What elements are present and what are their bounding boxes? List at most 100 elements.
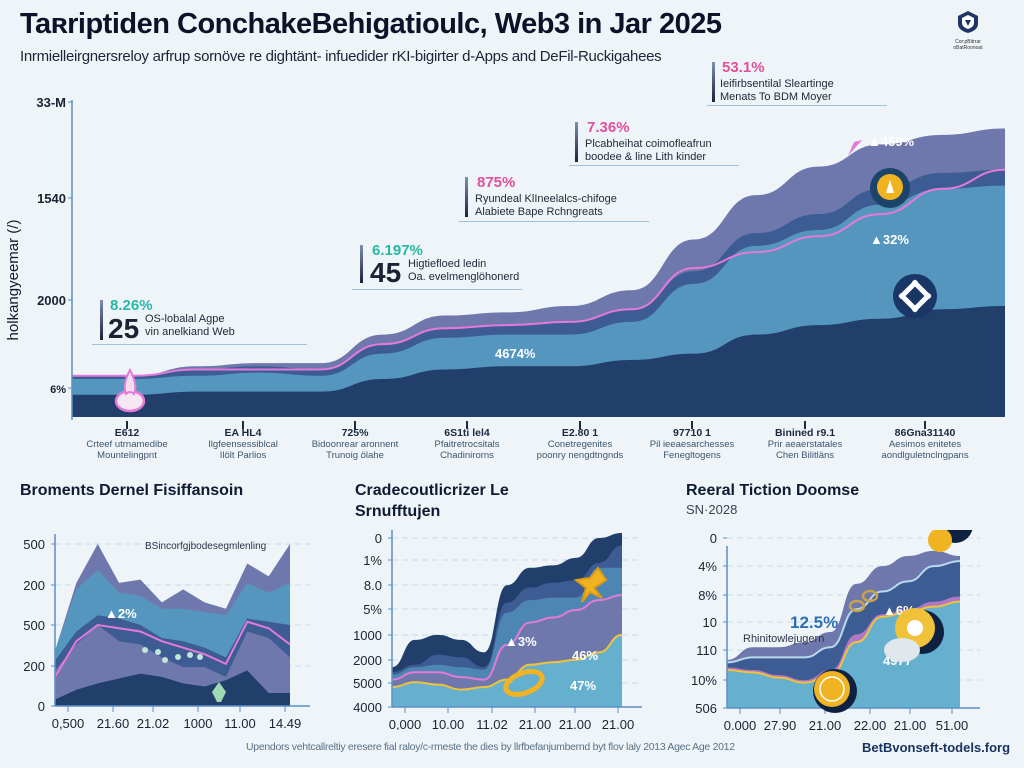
main-x-label: 725% Bidoonrear aronnent Trunoig ölahe xyxy=(311,427,399,462)
callout-4-line1: Plcabheihat coimofleafrun xyxy=(585,138,712,150)
sparkle-dot-icon xyxy=(175,654,181,660)
wallet-badge-icon xyxy=(928,530,973,552)
cloud-icon xyxy=(884,638,920,662)
annotation-main-1: 4674% xyxy=(495,346,536,361)
callout-2-pct: 6.197% xyxy=(372,242,423,259)
x-tick-label: 0,000 xyxy=(724,718,757,730)
main-x-tick xyxy=(924,421,926,429)
x-tick-label: 14.49 xyxy=(269,716,302,730)
main-x-tick xyxy=(579,421,581,429)
callout-4: 7.36% Plcabheihat coimofleafrun boodee & … xyxy=(569,120,750,166)
y-tick-label: 110 xyxy=(696,643,717,658)
callout-2-line1: Higtiefloed ledin xyxy=(408,258,487,270)
sub2-annotation-1: ▲3% xyxy=(505,634,537,649)
main-x-tick xyxy=(242,421,244,429)
y-tick-label: 5% xyxy=(363,602,382,617)
x-tick-label: 1000 xyxy=(184,716,213,730)
main-x-tick xyxy=(804,421,806,429)
trend-arrow-icon xyxy=(848,140,862,156)
callout-5: 53.1% Ieifirbsentilal Sleartinge Menats T… xyxy=(707,59,887,106)
gold-star-icon xyxy=(573,566,608,603)
main-x-label: 86Gna31140 Aesimos enitetes aondlguletncln… xyxy=(881,427,969,462)
sub2-annotation-3: 47% xyxy=(570,678,596,693)
callout-1: 8.26% 25 OS-lobalal Agpe vin anelkiand We… xyxy=(92,297,315,345)
y-tick-label: 500 xyxy=(23,537,45,552)
x-tick-label: 11.00 xyxy=(224,716,256,730)
subchart-3-subtitle: SN·2028 xyxy=(686,502,738,517)
callout-4-line2: boodee & line Lith kinder xyxy=(585,151,707,163)
sub1-legend-note: BSincorfgjbodesegmlenling xyxy=(145,541,266,552)
main-x-label: E612 Crteef utrnamedibe Mountelingpnt xyxy=(86,427,168,462)
sparkle-dot-icon xyxy=(155,649,161,655)
x-tick-label: 21.00 xyxy=(559,717,592,730)
page-subtitle: Inrmielleirgnersreloy arfrup sornöve re … xyxy=(20,48,662,65)
main-trend-line xyxy=(72,168,1006,377)
y-tick-label: 506 xyxy=(695,701,717,716)
y-tick-label: 4000 xyxy=(353,700,382,715)
y-tick-label: 5000 xyxy=(353,676,382,691)
x-tick-label: 51.00 xyxy=(936,718,969,730)
callout-2: 6.197% 45 Higtiefloed ledin Oa. evelmengl… xyxy=(352,242,525,290)
annotation-main-3: ▲32% xyxy=(870,232,909,247)
subchart-1: 0 200 500 200 500 0,500 21.60 21.02 1000 11.00 14.… xyxy=(23,534,310,730)
y-tick-label: 1000 xyxy=(353,628,382,643)
main-y-axis-label: holkangyeemar (/) xyxy=(5,220,22,341)
main-x-label: 97710 1 Pil ieeaesarchesses Fenegltogens xyxy=(649,427,735,462)
x-tick-label: 21.00 xyxy=(519,717,552,730)
y-tick-label: 0 xyxy=(710,531,717,546)
main-x-label: EA HL4 Ilgfeensessiblcal Ilölt Parlios xyxy=(208,427,278,462)
callout-5-line2: Menats To BDM Moyer xyxy=(720,91,832,103)
sub2-line-pink xyxy=(391,594,623,681)
sparkle-dot-icon xyxy=(142,647,148,653)
subchart-3-title: Reeral Tiction Doomse xyxy=(686,482,860,499)
y-tick-label: 10% xyxy=(691,673,717,688)
x-tick-label: 21.00 xyxy=(602,717,635,730)
main-x-label: 6S1ti lel4 Pfaitretrocsitals Chadinirorns xyxy=(434,427,500,462)
sparkle-dot-icon xyxy=(197,654,203,660)
brand-logo: Cor:pBitrrar oBatRoonoat xyxy=(948,10,988,51)
sparkle-dot-icon xyxy=(162,657,168,663)
main-y-tick-label: 1540 xyxy=(37,191,66,206)
y-tick-label: 500 xyxy=(23,618,45,633)
sub3-line-light xyxy=(726,560,961,664)
x-tick-label: 0,500 xyxy=(52,716,85,730)
chain-link-icon xyxy=(848,589,879,613)
gold-ring-icon xyxy=(503,669,545,697)
subchart-1-title: Broments Dernel Fisiffansoin xyxy=(20,482,244,499)
logo-text-1: Cor:pBitrrar xyxy=(955,39,981,45)
leaf-icon xyxy=(212,682,226,702)
shield-logo-icon xyxy=(958,11,978,33)
main-y-tick-label: 33-M xyxy=(36,95,66,110)
callout-1-value: 25 xyxy=(108,313,140,344)
main-y-tick-label: 6% xyxy=(50,384,66,396)
y-tick-label: 2000 xyxy=(353,653,382,668)
callout-5-pct: 53.1% xyxy=(722,59,765,76)
sub3-annotation-2: Rhinitowlejugern xyxy=(743,633,824,645)
subchart-2: 0 1% 8.0 5% 1000 2000 5000 4000 0,000 10.00 11.02 2… xyxy=(353,530,642,730)
callout-2-line2: Oa. evelmenglöhonerd xyxy=(408,271,520,283)
x-tick-label: 21.00 xyxy=(809,718,842,730)
main-x-label: E2.80 1 Conetregenites poonry nengdtngnds xyxy=(536,427,624,462)
x-tick-label: 27.90 xyxy=(764,718,797,730)
footer-site-link[interactable]: BetBvonseft-todels.forg xyxy=(862,740,1011,755)
sub1-line-pink xyxy=(54,620,291,678)
footer-note: Upendors vehtcallreltiy eresere fial ral… xyxy=(246,741,735,753)
x-tick-label: 22.00 xyxy=(854,718,887,730)
sub1-area-navy xyxy=(55,670,290,706)
y-tick-label: 1% xyxy=(363,553,382,568)
x-tick-label: 11.02 xyxy=(476,717,508,730)
x-tick-label: 21.60 xyxy=(97,716,130,730)
callout-3: 875% Ryundeal KlIneelalcs-chifoge Alabiet… xyxy=(459,174,665,222)
y-tick-label: 8.0 xyxy=(364,578,382,593)
sub2-area-teal xyxy=(392,634,622,707)
callout-2-value: 45 xyxy=(370,257,402,288)
y-tick-label: 200 xyxy=(23,578,45,593)
callout-3-line2: Alabiete Bape Rchngreats xyxy=(475,206,603,218)
callout-1-pct: 8.26% xyxy=(110,297,153,314)
callout-3-pct: 875% xyxy=(477,174,516,191)
x-tick-label: 21.00 xyxy=(894,718,927,730)
x-tick-label: 10.00 xyxy=(432,717,465,730)
main-y-tick-label: 2000 xyxy=(37,293,66,308)
callout-1-line2: vin anelkiand Web xyxy=(145,326,235,338)
x-tick-label: 0,000 xyxy=(389,717,422,730)
